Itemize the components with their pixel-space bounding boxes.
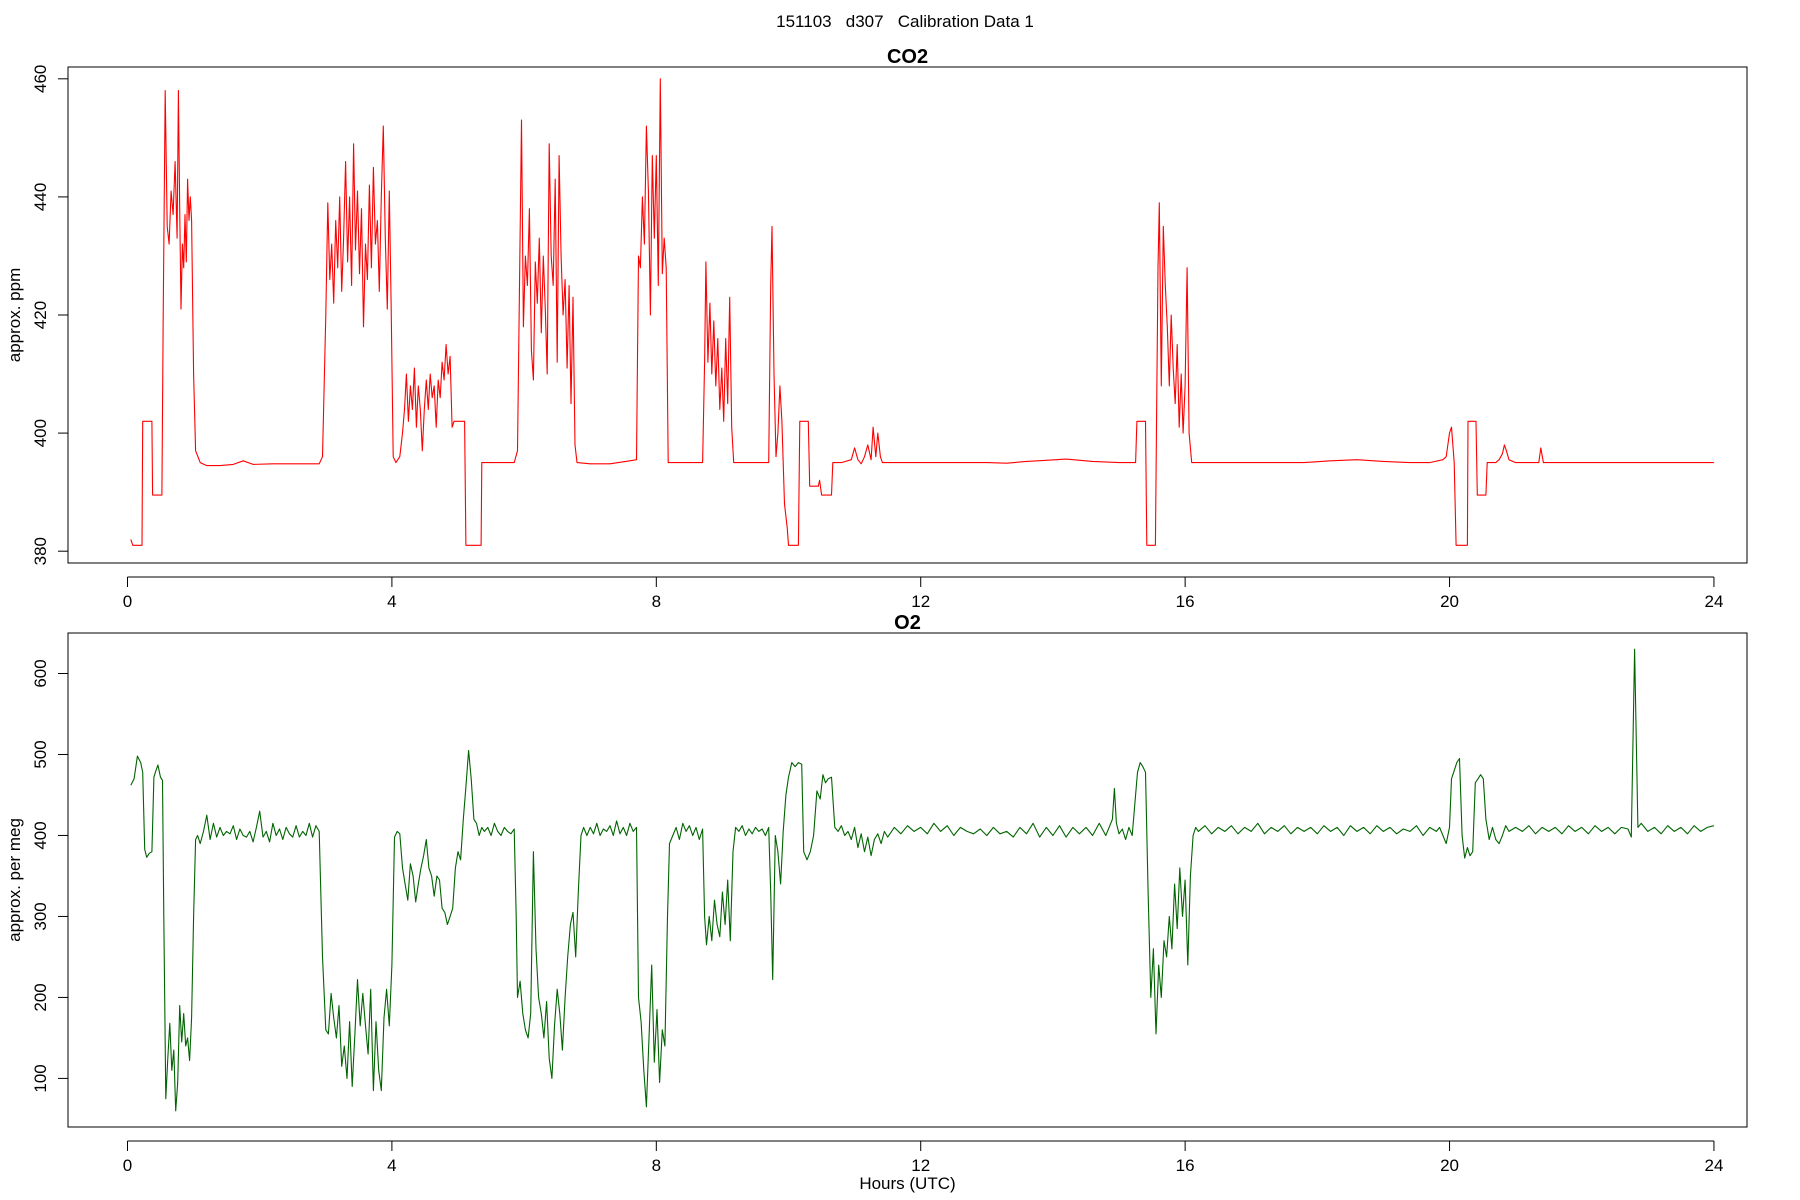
plot-frame [67,632,1748,1128]
x-axis-title: Hours (UTC) [859,1174,955,1193]
x-tick-label: 12 [911,1156,930,1175]
y-tick-label: 420 [31,301,50,329]
y-tick-label: 460 [31,65,50,93]
x-tick-label: 16 [1176,1156,1195,1175]
y-tick-label: 440 [31,183,50,211]
x-tick-label: 20 [1440,1156,1459,1175]
chart-panel-2: O2 0 4 8 12 16 20 24 100 200 300 400 500 600 approx. p… [5,612,1748,1193]
x-tick-label: 8 [652,1156,661,1175]
x-tick-label: 24 [1704,1156,1723,1175]
x-tick-label: 16 [1176,592,1195,611]
y-tick-label: 400 [31,821,50,849]
chart-title: O2 [894,612,921,634]
y-tick-label: 400 [31,419,50,447]
figure-title: 151103 d307 Calibration Data 1 [776,12,1034,31]
y-axis-title: approx. per meg [5,818,24,942]
y-axis-title: approx. ppm [5,268,24,363]
plot-frame [67,66,1748,564]
y-tick-label: 100 [31,1064,50,1092]
y-tick-label: 600 [31,659,50,687]
chart-panel-1: CO2 0 4 8 12 16 20 24 380 400 420 440 460 approx. ppm [5,46,1748,611]
y-tick-label: 500 [31,740,50,768]
x-tick-label: 12 [911,592,930,611]
chart-title: CO2 [887,46,928,68]
series-line-co2 [130,78,1714,546]
x-tick-label: 0 [123,1156,132,1175]
x-tick-label: 0 [123,592,132,611]
x-tick-label: 4 [387,592,396,611]
series-line-o2 [130,648,1715,1112]
x-tick-label: 8 [652,592,661,611]
x-tick-label: 24 [1704,592,1723,611]
y-tick-label: 200 [31,983,50,1011]
x-tick-label: 4 [387,1156,396,1175]
y-tick-label: 380 [31,537,50,565]
x-tick-label: 20 [1440,592,1459,611]
y-tick-label: 300 [31,902,50,930]
